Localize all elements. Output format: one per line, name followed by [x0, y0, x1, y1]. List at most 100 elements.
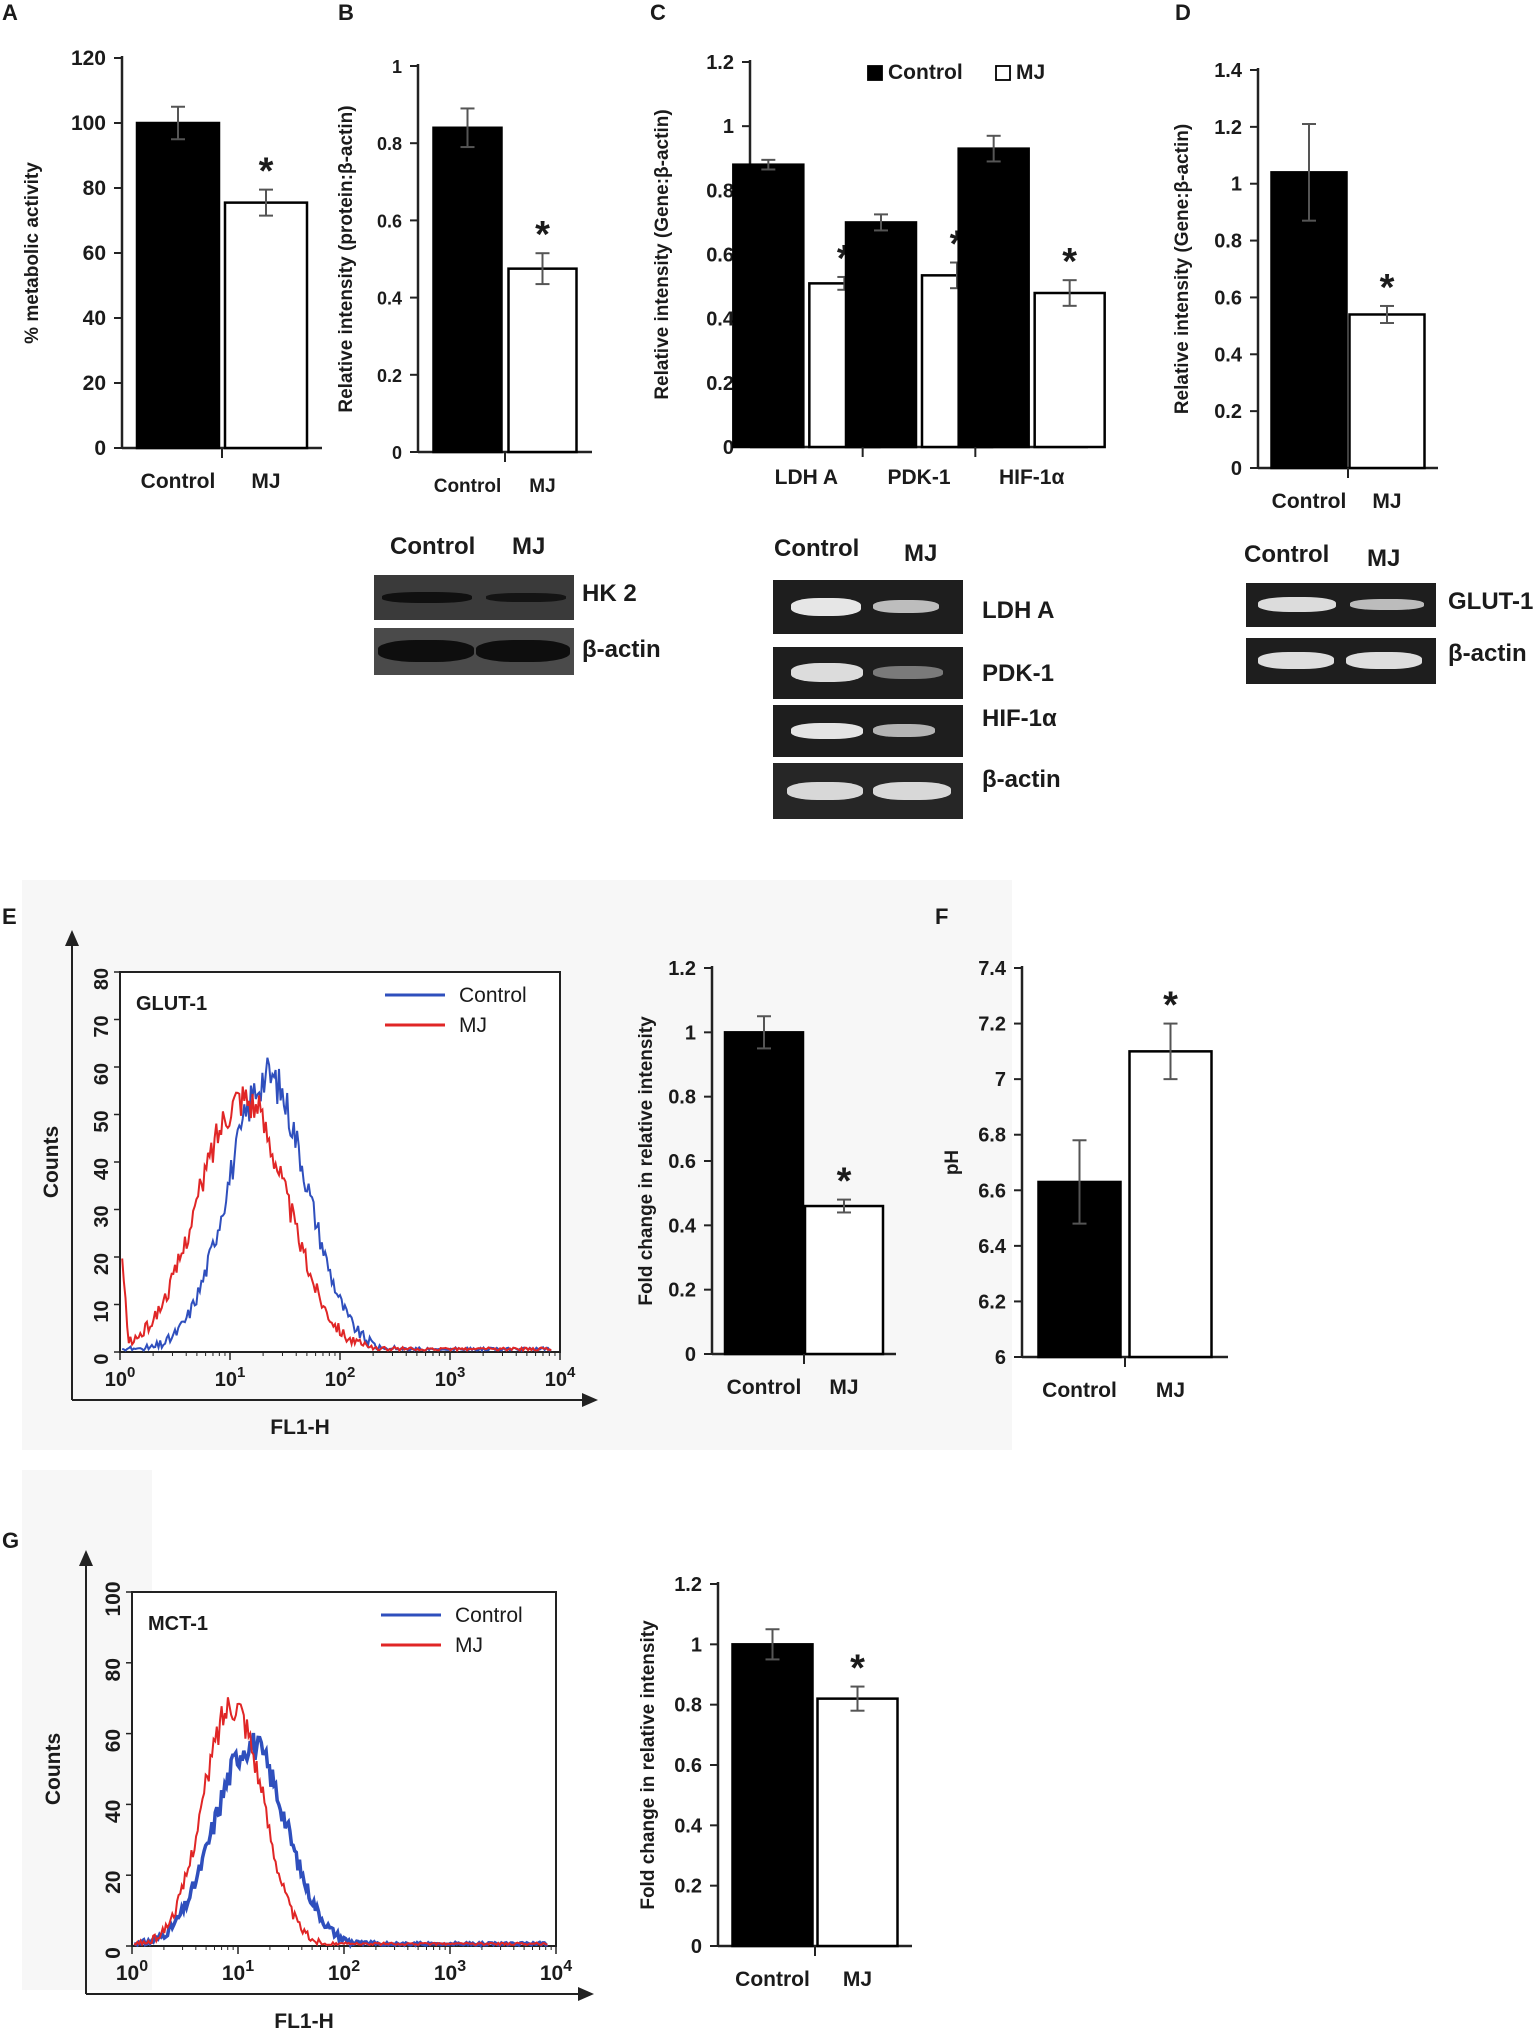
- blot-band: [1258, 652, 1334, 669]
- x-tick-label: 101: [222, 1958, 254, 1985]
- y-tick-label: 0.6: [674, 1755, 702, 1777]
- y-tick-label: 7.2: [978, 1014, 1006, 1036]
- y-tick-label: 0.4: [674, 1815, 703, 1837]
- blot-band: [873, 600, 939, 613]
- y-axis-label: Counts: [42, 1733, 65, 1805]
- chart-g1: 0 20 40 60 80 100 Counts 100 101 102 103 104 FL1-H MC…: [42, 1550, 594, 2033]
- y-tick-label: 7.4: [978, 958, 1007, 980]
- blot-c-hif1a-strip: [773, 705, 963, 757]
- y-tick-label: 1: [685, 1022, 696, 1044]
- blot-b-header-mj: MJ: [512, 533, 546, 560]
- category-label: Control: [141, 470, 216, 493]
- y-tick-label: 0: [94, 437, 106, 460]
- x-axis-arrowhead: [582, 1393, 598, 1407]
- y-axis-label: Relative intensity (Gene:β-actin): [1172, 124, 1193, 414]
- y-tick-label: 100: [102, 1581, 125, 1616]
- blot-band: [873, 666, 943, 679]
- category-label: MJ: [829, 1376, 858, 1399]
- x-tick-label: 104: [540, 1958, 572, 1985]
- bar-control: [432, 126, 503, 454]
- y-tick-label: 50: [91, 1110, 113, 1132]
- category-label: MJ: [529, 476, 555, 497]
- y-tick-label: 0.6: [668, 1151, 696, 1173]
- y-tick-label: 0.2: [377, 366, 402, 386]
- significance-marker: *: [1163, 985, 1178, 1027]
- blot-band: [791, 663, 863, 682]
- legend-label: MJ: [459, 1014, 487, 1037]
- panel-label-g: G: [2, 1528, 20, 1553]
- panel-label-f: F: [935, 904, 949, 929]
- y-tick-label: 0.6: [706, 245, 734, 267]
- y-tick-label: 0.6: [1214, 287, 1242, 309]
- y-tick-label: 1: [723, 116, 734, 138]
- category-label: Control: [434, 476, 502, 497]
- bar-mj: [223, 201, 309, 450]
- y-tick-label: 0: [685, 1344, 696, 1366]
- y-axis-label: pH: [942, 1150, 963, 1175]
- y-tick-label: 7: [995, 1069, 1006, 1091]
- bar-mj: [803, 1204, 885, 1356]
- blot-band: [1258, 597, 1336, 612]
- significance-marker: *: [837, 1161, 852, 1203]
- chart-f: 6 6.2 6.4 6.6 6.8 7 7.2 7.4 pH Control * MJ: [942, 958, 1228, 1402]
- blot-d-row-glut1: GLUT-1: [1448, 588, 1534, 615]
- histogram-mj: [133, 1697, 548, 1947]
- bar-mj: [1348, 313, 1426, 470]
- bar-mj: [1033, 291, 1106, 449]
- x-tick-label: 102: [328, 1958, 360, 1985]
- y-axis-label: % metabolic activity: [22, 162, 43, 344]
- y-tick-label: 6.2: [978, 1291, 1006, 1313]
- y-axis-label: Counts: [40, 1126, 63, 1198]
- y-axis-arrowhead: [79, 1550, 93, 1566]
- y-tick-label: 1.2: [706, 52, 734, 74]
- bar-control: [723, 1031, 805, 1356]
- y-tick-label: 20: [83, 372, 106, 395]
- y-tick-label: 0.8: [1214, 231, 1242, 253]
- y-tick-label: 80: [102, 1658, 125, 1681]
- blot-d-glut1-strip: [1246, 583, 1436, 627]
- y-tick-label: 1.2: [668, 958, 696, 980]
- blot-c-row-actin: β-actin: [982, 766, 1061, 793]
- blot-band: [1346, 652, 1422, 669]
- legend-swatch-control: [867, 65, 883, 81]
- x-tick-label: 102: [325, 1364, 356, 1391]
- y-tick-label: 60: [102, 1729, 125, 1752]
- category-label: MJ: [1372, 490, 1401, 513]
- x-tick-label: 103: [435, 1364, 466, 1391]
- y-tick-label: 0.8: [668, 1087, 696, 1109]
- blot-band: [873, 782, 951, 800]
- y-tick-label: 1: [691, 1634, 702, 1656]
- legend-label: MJ: [455, 1634, 483, 1657]
- y-tick-label: 0.2: [674, 1876, 702, 1898]
- blot-c-row-pdk1: PDK-1: [982, 660, 1055, 687]
- y-tick-label: 30: [91, 1205, 113, 1227]
- y-tick-label: 1: [1231, 174, 1242, 196]
- y-tick-label: 100: [71, 112, 106, 135]
- y-tick-label: 0.2: [706, 373, 734, 395]
- chart-e2: 0 0.2 0.4 0.6 0.8 1 1.2 Fold change in relative…: [636, 958, 896, 1399]
- category-label: Control: [735, 1968, 810, 1991]
- category-label: HIF-1α: [999, 466, 1065, 489]
- legend-label: Control: [459, 984, 527, 1007]
- blot-c-row-hif1a: HIF-1α: [982, 705, 1057, 732]
- x-axis-label: FL1-H: [274, 2010, 334, 2033]
- blot-band: [873, 724, 935, 737]
- legend-label: Control: [888, 61, 963, 84]
- blot-c-actin-strip: [773, 763, 963, 819]
- x-axis-label: FL1-H: [270, 1416, 330, 1439]
- y-tick-label: 0: [102, 1947, 125, 1959]
- panel-label-b: B: [338, 0, 354, 25]
- y-tick-label: 1.4: [1214, 60, 1243, 82]
- y-tick-label: 20: [102, 1871, 125, 1894]
- chart-a: 0 20 40 60 80 100 120 % metabolic activity Contr…: [22, 47, 322, 493]
- y-tick-label: 60: [91, 1063, 113, 1085]
- histogram-annotation: GLUT-1: [136, 993, 207, 1015]
- y-tick-label: 0: [91, 1353, 113, 1364]
- blot-b-header-control: Control: [390, 533, 476, 560]
- chart-e1: 0 10 20 30 40 50 60 70 80 Counts 100 101 102 103 104 FL…: [40, 930, 598, 1439]
- y-tick-label: 6.4: [978, 1236, 1007, 1258]
- category-label: Control: [727, 1376, 802, 1399]
- blot-band: [476, 640, 570, 662]
- y-tick-label: 70: [91, 1015, 113, 1037]
- blot-d-actin-strip: [1246, 638, 1436, 684]
